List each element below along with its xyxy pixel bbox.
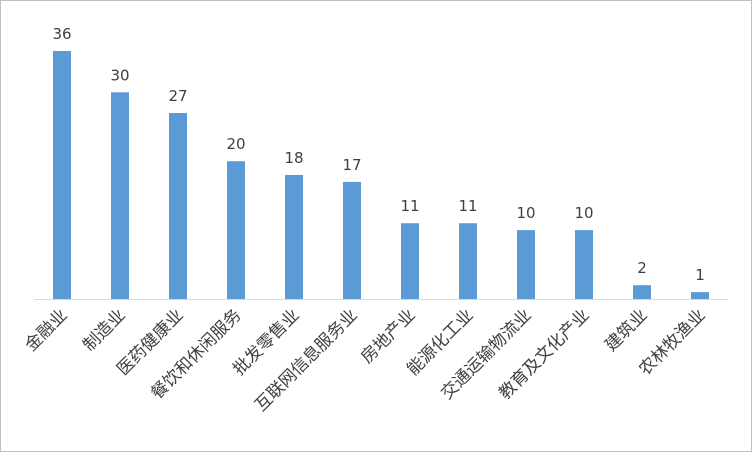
data-label: 11 — [400, 197, 419, 215]
bar — [401, 223, 419, 299]
bar — [111, 92, 129, 299]
bar — [169, 113, 187, 299]
data-label: 20 — [226, 135, 245, 153]
data-label: 11 — [458, 197, 477, 215]
data-label: 30 — [110, 66, 129, 84]
bar — [691, 292, 709, 299]
data-label: 2 — [637, 259, 647, 277]
bar — [343, 181, 361, 299]
bar — [517, 230, 535, 299]
bar — [459, 223, 477, 299]
data-label: 10 — [574, 204, 593, 222]
data-label: 18 — [284, 149, 303, 167]
bar — [575, 230, 593, 299]
data-label: 36 — [52, 25, 71, 43]
bar — [227, 161, 245, 299]
data-label: 17 — [342, 156, 361, 174]
bar — [285, 175, 303, 299]
data-label: 27 — [168, 87, 187, 105]
data-label: 10 — [516, 204, 535, 222]
bar — [53, 51, 71, 299]
data-label: 1 — [695, 266, 705, 284]
bar — [633, 285, 651, 299]
